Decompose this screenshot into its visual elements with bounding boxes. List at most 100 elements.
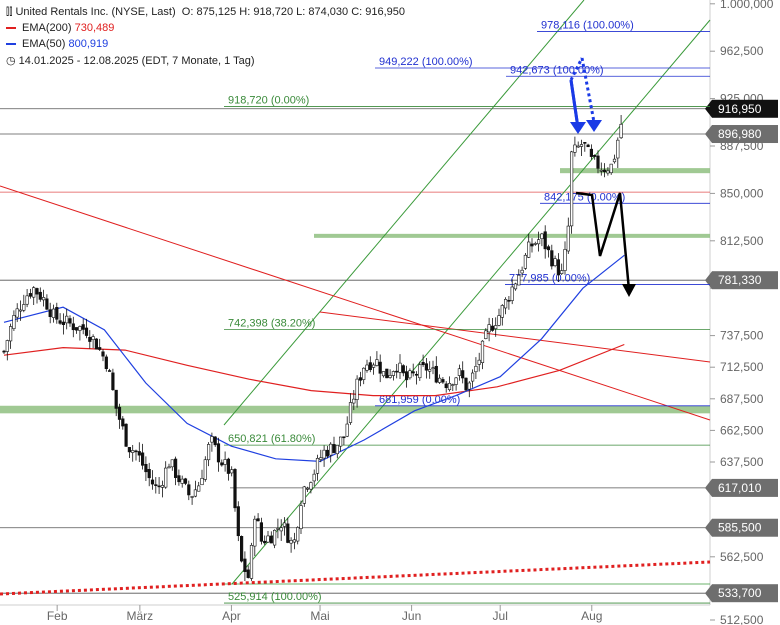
candle-body	[114, 389, 118, 409]
candle-body	[18, 309, 23, 312]
candle-body	[365, 364, 369, 371]
price-level-tag	[712, 99, 778, 118]
candle-body	[193, 489, 198, 497]
candle-body	[352, 398, 356, 404]
candle-body	[503, 299, 508, 309]
y-tick-label: 812,500	[720, 234, 764, 248]
candle-body	[9, 326, 13, 342]
candle-body	[335, 444, 339, 455]
candle-body	[226, 458, 231, 474]
candle-body	[395, 370, 399, 373]
candle-body	[124, 423, 128, 447]
candle-body	[272, 529, 277, 546]
candle-body	[58, 320, 62, 324]
price-level-label: 585,500	[718, 521, 762, 535]
candle-body	[312, 473, 316, 482]
candle-body	[240, 536, 244, 562]
candle-body	[497, 315, 501, 326]
candle-body	[197, 485, 201, 492]
ema200-swatch	[6, 27, 16, 30]
candle-body	[187, 484, 191, 496]
candle-body	[279, 527, 283, 532]
fib-blue-label: 949,222 (100.00%)	[379, 56, 473, 68]
candle-body	[276, 528, 280, 530]
candle-body	[61, 321, 65, 325]
candle-body	[510, 286, 514, 301]
candle-body	[253, 518, 257, 547]
fib-blue-label: 978,116 (100.00%)	[541, 19, 634, 31]
candle-body	[362, 367, 366, 380]
candle-body	[569, 151, 574, 227]
candle-body	[207, 444, 211, 461]
candlestick-chart-icon: ⫿⫿	[6, 7, 13, 18]
black-projection-path	[575, 191, 631, 291]
candle-body	[612, 158, 617, 163]
candle-body	[441, 379, 445, 383]
x-tick-label: Feb	[47, 609, 68, 623]
candle-body	[213, 436, 217, 446]
price-level-tag-pointer	[705, 125, 712, 144]
x-tick-label: Jul	[493, 609, 508, 623]
ema200-line	[3, 343, 625, 397]
price-level-label: 781,330	[718, 273, 762, 287]
candle-body	[391, 371, 396, 376]
blue-arrow-head-dotted	[586, 120, 602, 132]
blue-arrow-head-solid	[570, 122, 586, 134]
price-level-label: 896,980	[718, 127, 762, 141]
candle-body	[108, 370, 112, 372]
candle-body	[164, 467, 168, 488]
price-level-label: 533,700	[718, 586, 762, 600]
candle-body	[180, 478, 184, 484]
support-zone	[314, 233, 710, 238]
ema50-swatch	[6, 43, 16, 46]
candle-body	[68, 318, 72, 324]
candle-body	[315, 458, 320, 474]
candle-body	[28, 293, 33, 297]
fib-level-label: 525,914 (100.00%)	[228, 591, 322, 603]
price-level-tag	[712, 478, 778, 497]
ohlc-readout: O: 875,125 H: 918,720 L: 874,030 C: 916,…	[181, 6, 406, 18]
candle-body	[91, 336, 95, 340]
candle-body	[589, 148, 593, 157]
candle-body	[586, 144, 590, 148]
channel-upper-line	[223, 0, 585, 426]
candle-body	[233, 469, 237, 509]
x-tick-label: Aug	[581, 609, 602, 623]
candle-body	[127, 447, 132, 453]
candle-body	[477, 359, 481, 365]
ema200-label: EMA(200)	[22, 22, 72, 34]
y-tick-label: 1.000,000	[720, 0, 774, 11]
candle-body	[75, 327, 79, 331]
candle-body	[345, 423, 349, 437]
candle-body	[289, 540, 293, 544]
candle-body	[170, 459, 174, 468]
y-tick-label: 662,500	[720, 423, 764, 437]
candle-body	[22, 304, 26, 311]
candle-body	[338, 436, 343, 447]
x-tick-label: Jun	[402, 609, 421, 623]
candle-body	[480, 340, 485, 363]
fib-level-label: 918,720 (0.00%)	[228, 95, 309, 107]
candle-body	[599, 169, 603, 172]
candle-body	[418, 364, 422, 379]
candle-body	[533, 243, 537, 245]
candle-body	[447, 383, 452, 391]
candle-body	[332, 444, 336, 453]
price-level-tag-pointer	[705, 99, 712, 118]
candle-body	[550, 250, 554, 267]
price-level-tag-pointer	[705, 518, 712, 537]
candle-body	[368, 362, 372, 370]
candle-body	[210, 436, 214, 443]
candle-body	[606, 170, 610, 174]
candle-body	[55, 307, 59, 320]
ema50-line	[3, 254, 625, 463]
candle-body	[2, 350, 6, 353]
candle-body	[428, 369, 432, 372]
candle-body	[65, 315, 69, 324]
candle-body	[319, 457, 323, 460]
candle-body	[78, 326, 82, 331]
candle-body	[230, 469, 234, 474]
candle-body	[513, 283, 518, 290]
candle-body	[174, 458, 178, 478]
